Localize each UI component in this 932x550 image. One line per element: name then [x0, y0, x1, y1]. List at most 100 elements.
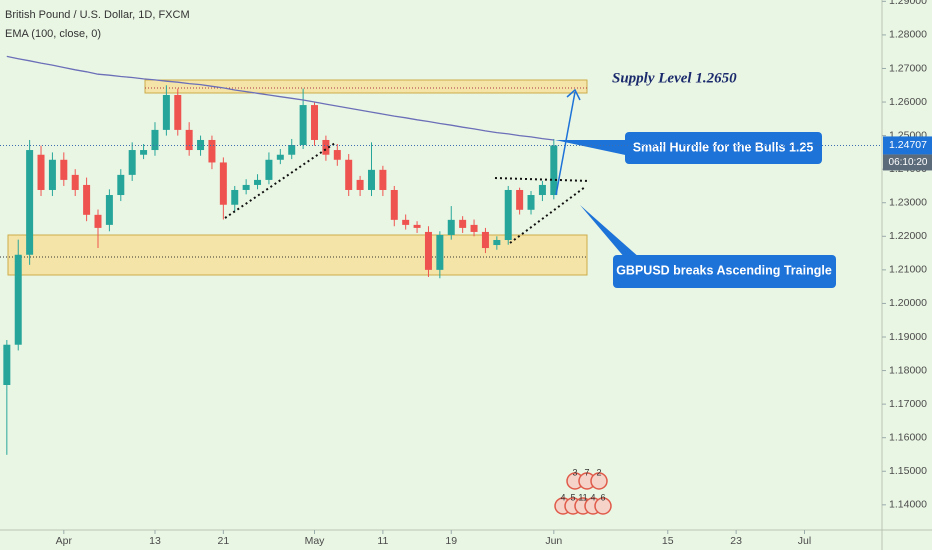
- drawings: Supply Level 1.2650 Small Hurdle for the…: [224, 70, 836, 288]
- y-tick-label: 1.21000: [889, 264, 927, 276]
- candle-body: [242, 184, 250, 190]
- candle-body: [94, 214, 102, 228]
- x-tick-label: 15: [662, 535, 674, 547]
- demand-zone: [7, 234, 588, 276]
- candle-body: [60, 159, 68, 180]
- trend-line: [224, 142, 336, 219]
- candle-body: [185, 129, 193, 151]
- y-tick-label: 1.27000: [889, 62, 927, 74]
- candle-body: [128, 150, 136, 175]
- badge-count: 5: [570, 492, 575, 502]
- candle-body: [379, 169, 387, 190]
- badge-count: 2: [596, 467, 601, 477]
- price-tag-label: 1.24707: [889, 139, 927, 151]
- badge-count: 4: [560, 492, 565, 502]
- candle-body: [299, 105, 307, 146]
- x-tick-label: 11: [377, 535, 388, 547]
- candle-body: [3, 344, 11, 385]
- candle-body: [14, 254, 22, 345]
- trend-line: [494, 177, 591, 182]
- candle-body: [174, 94, 182, 130]
- badges: 3 7 24 5 11 4 6: [554, 467, 612, 515]
- candle-body: [390, 189, 398, 220]
- y-tick-label: 1.15000: [889, 465, 927, 477]
- annotation: Small Hurdle for the Bulls 1.25: [633, 140, 814, 154]
- candle-body: [538, 184, 546, 196]
- ema-line: [6, 55, 554, 141]
- countdown-tag: [883, 154, 932, 171]
- annotation: Supply Level 1.2650: [612, 70, 737, 86]
- candle-body: [424, 231, 432, 270]
- callout: [625, 132, 822, 164]
- candle-body: [527, 195, 535, 210]
- candle-body: [162, 94, 170, 130]
- x-tick-label: Jul: [798, 535, 811, 547]
- countdown-label: 06:10:20: [889, 157, 928, 168]
- candle-body: [345, 159, 353, 190]
- candle-body: [288, 145, 296, 155]
- y-tick-label: 1.29000: [889, 0, 927, 7]
- x-tick-label: May: [305, 535, 326, 547]
- candle-body: [322, 139, 330, 155]
- candle-body: [105, 195, 113, 225]
- y-tick-label: 1.17000: [889, 398, 927, 410]
- candle-body: [516, 189, 524, 210]
- trend-line: [509, 186, 586, 244]
- candle-body: [83, 184, 91, 215]
- candle-body: [470, 224, 478, 232]
- candle-body: [333, 150, 341, 160]
- x-tick-label: 21: [218, 535, 230, 547]
- y-tick-label: 1.26000: [889, 96, 927, 108]
- candle-body: [276, 154, 284, 160]
- candle-body: [48, 159, 56, 190]
- badge-icon: [594, 497, 612, 515]
- price-tag: [883, 136, 932, 155]
- y-tick-label: 1.19000: [889, 331, 927, 343]
- candle-body: [367, 169, 375, 190]
- badge-count: 3: [572, 467, 577, 477]
- supply-zone: [144, 79, 588, 94]
- candle-body: [481, 231, 489, 249]
- candle-body: [117, 174, 125, 196]
- arrow: [555, 91, 576, 196]
- badge-count: 7: [584, 467, 589, 477]
- candle-body: [254, 179, 262, 185]
- candle-body: [504, 189, 512, 240]
- candle-body: [151, 129, 159, 151]
- badge-count: 4: [590, 492, 595, 502]
- candle-body: [436, 234, 444, 270]
- candle-body: [37, 154, 45, 190]
- y-tick-label: 1.14000: [889, 499, 927, 511]
- x-tick-label: 13: [149, 535, 161, 547]
- drawings: [0, 79, 588, 276]
- arrow-head: [566, 88, 581, 101]
- candle-body: [311, 105, 319, 140]
- y-tick-label: 1.20000: [889, 297, 927, 309]
- x-tick-label: 23: [730, 535, 742, 547]
- candle-body: [208, 139, 216, 163]
- x-tick-label: 19: [445, 535, 457, 547]
- candle-body: [140, 150, 148, 155]
- y-tick-label: 1.23000: [889, 197, 927, 209]
- candle-body: [71, 174, 79, 190]
- plot: [3, 55, 558, 455]
- badge-count: 11: [578, 492, 587, 502]
- x-tick-label: Jun: [545, 535, 562, 547]
- badge-icon: [590, 472, 608, 490]
- indicator-label: EMA (100, close, 0): [5, 28, 101, 40]
- y-tick-label: 1.18000: [889, 364, 927, 376]
- chart-title: British Pound / U.S. Dollar, 1D, FXCM: [5, 9, 190, 21]
- candle-body: [356, 179, 364, 190]
- candle-body: [550, 145, 558, 196]
- callout-pointer: [555, 140, 630, 156]
- y-tick-label: 1.28000: [889, 29, 927, 41]
- candle-body: [231, 189, 239, 205]
- annotation: GBPUSD breaks Ascending Traingle: [616, 263, 832, 277]
- candle-body: [26, 150, 34, 255]
- candle-body: [459, 219, 467, 228]
- callout-pointer: [580, 205, 640, 258]
- candle-body: [493, 239, 501, 246]
- y-tick-label: 1.16000: [889, 431, 927, 443]
